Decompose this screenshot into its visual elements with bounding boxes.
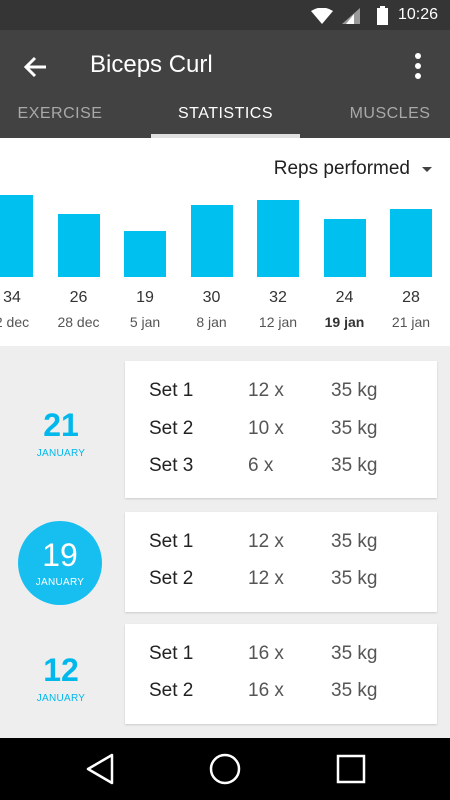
bar-value-label: 30: [202, 289, 221, 306]
day-month: JANUARY: [36, 693, 86, 704]
set-weight: 35 kg: [331, 418, 378, 439]
day-number: 12: [43, 652, 79, 688]
set-reps: 12 x: [248, 531, 284, 552]
set-label: Set 1: [149, 531, 194, 552]
signal-icon: [342, 8, 360, 24]
nav-back-icon[interactable]: [82, 752, 118, 786]
set-label: Set 3: [149, 455, 194, 476]
set-reps: 16 x: [248, 680, 284, 701]
set-label: Set 1: [149, 643, 194, 664]
chart-bar[interactable]: [57, 214, 100, 277]
day-number: 21: [43, 407, 79, 443]
chart-bar[interactable]: [0, 195, 33, 277]
date-label: 21 JANUARY: [18, 407, 104, 459]
sets-card[interactable]: Set 1 16 x 35 kg Set 2 16 x 35 kg: [125, 624, 437, 724]
set-row: Set 2 10 x 35 kg: [125, 418, 437, 442]
back-arrow-icon[interactable]: [20, 52, 50, 82]
bar-value-label: 32: [269, 289, 287, 306]
nav-recents-icon[interactable]: [333, 752, 369, 786]
set-row: Set 1 12 x 35 kg: [125, 380, 437, 404]
set-reps: 6 x: [248, 455, 274, 476]
set-reps: 16 x: [248, 643, 284, 664]
bar-value-label: 19: [136, 289, 154, 306]
sets-card[interactable]: Set 1 12 x 35 kg Set 2 10 x 35 kg Set 3 …: [125, 361, 437, 498]
set-weight: 35 kg: [331, 568, 378, 589]
tab-muscles[interactable]: MUSCLES: [349, 105, 431, 122]
battery-icon: [377, 6, 388, 25]
date-label: 12 JANUARY: [18, 652, 104, 704]
set-weight: 35 kg: [331, 643, 378, 664]
metric-dropdown[interactable]: Reps performed: [274, 158, 432, 180]
tab-exercise[interactable]: EXERCISE: [17, 105, 103, 122]
app-bar: Biceps Curl EXERCISE STATISTICS MUSCLES: [0, 30, 450, 138]
set-row: Set 1 12 x 35 kg: [125, 531, 437, 555]
active-tab-indicator: [151, 134, 300, 138]
chart-bar[interactable]: [323, 219, 366, 277]
set-label: Set 1: [149, 380, 194, 401]
tab-statistics[interactable]: STATISTICS: [177, 105, 274, 122]
set-weight: 35 kg: [331, 531, 378, 552]
bar-date-label: 2 dec: [0, 314, 30, 330]
bar-date-label: 12 jan: [258, 314, 298, 330]
bar-date-label: 21 jan: [391, 314, 431, 330]
bar-value-label: 24: [335, 289, 354, 306]
bar-value-label: 34: [3, 289, 21, 306]
bar-date-label: 5 jan: [129, 314, 161, 330]
status-bar: 10:26: [0, 0, 450, 30]
bar-date-label: 19 jan: [324, 314, 365, 330]
set-label: Set 2: [149, 568, 194, 589]
tab-bar: EXERCISE STATISTICS MUSCLES: [0, 96, 450, 138]
day-month: JANUARY: [35, 577, 85, 588]
bar-date-label: 8 jan: [196, 314, 227, 330]
set-label: Set 2: [149, 680, 194, 701]
bar-date-label: 28 dec: [57, 314, 100, 330]
chart-bar[interactable]: [257, 200, 299, 277]
nav-home-icon[interactable]: [207, 752, 243, 786]
set-weight: 35 kg: [331, 680, 378, 701]
more-options-icon[interactable]: [404, 50, 432, 82]
set-reps: 12 x: [248, 568, 284, 589]
set-row: Set 1 16 x 35 kg: [125, 643, 437, 667]
system-nav-bar: [0, 738, 450, 800]
set-row: Set 3 6 x 35 kg: [125, 455, 437, 479]
selected-date-circle: 19 JANUARY: [18, 521, 102, 605]
chart-panel: Reps performed 34 2 dec 26 28 dec 19 5 jan 30 8…: [0, 138, 450, 346]
day-number: 19: [42, 537, 78, 573]
chart-bar[interactable]: [390, 209, 432, 277]
wifi-icon: [311, 8, 333, 24]
chart-bar[interactable]: [190, 205, 233, 277]
set-reps: 10 x: [248, 418, 284, 439]
bar-value-label: 28: [402, 289, 420, 306]
set-weight: 35 kg: [331, 455, 378, 476]
bar-value-label: 26: [69, 289, 88, 306]
sets-card[interactable]: Set 1 12 x 35 kg Set 2 12 x 35 kg: [125, 512, 437, 612]
set-label: Set 2: [149, 418, 194, 439]
metric-dropdown-label: Reps performed: [273, 158, 410, 179]
day-month: JANUARY: [36, 448, 86, 459]
set-weight: 35 kg: [331, 380, 378, 401]
chart-bar[interactable]: [124, 231, 166, 277]
page-title: Biceps Curl: [90, 51, 213, 78]
set-reps: 12 x: [248, 380, 284, 401]
set-row: Set 2 16 x 35 kg: [125, 680, 437, 704]
workout-history-list: 21 JANUARY Set 1 12 x 35 kg Set 2 10 x 3…: [0, 346, 450, 738]
dropdown-arrow-icon: [422, 166, 432, 172]
status-time: 10:26: [397, 6, 438, 23]
set-row: Set 2 12 x 35 kg: [125, 568, 437, 592]
